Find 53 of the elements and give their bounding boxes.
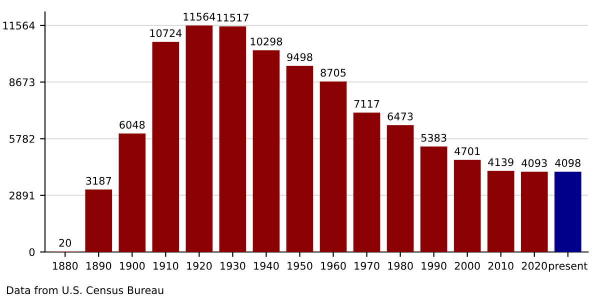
bar [520,172,548,252]
bar [386,125,414,252]
x-tick-label: 1890 [86,262,112,270]
data-label: 6473 [388,112,413,120]
data-label: 7117 [354,100,380,108]
data-label: 9498 [287,53,312,62]
bar [252,50,280,252]
data-label: 10298 [250,38,282,46]
x-tick-label: 2020 [522,262,547,270]
x-tick-label: 1920 [187,262,212,270]
y-tick-label: 5782 [10,134,34,143]
x-tick-label: 2010 [488,262,514,270]
text: Data from U.S. Census Bureau [7,286,164,294]
x-tick-label: 1880 [53,262,78,270]
bar [118,134,146,252]
y-tick-label: 2891 [10,192,34,200]
bar [286,66,314,252]
data-label: 11564 [184,12,216,21]
bar [85,190,112,252]
x-tick-label: 2000 [454,262,480,270]
x-tick-label: 1950 [288,262,312,270]
bar [454,160,481,252]
y-tick-label: 0 [29,248,35,256]
data-label: 4093 [522,159,547,168]
bar [353,112,380,252]
data-label: 5383 [421,134,446,142]
data-label: 3187 [86,176,111,185]
data-label: 10724 [150,29,182,38]
data-label: 4139 [488,158,514,166]
data-label: 4701 [454,147,480,156]
bar [554,172,582,252]
x-tick-label: 1900 [120,262,145,270]
bar [487,170,514,252]
y-tick-label: 11564 [3,22,35,30]
bar [420,146,448,252]
bar [186,25,213,252]
x-tick-label: 1990 [422,262,446,270]
data-label: 20 [59,238,72,247]
data-label: 8705 [320,68,346,77]
data-label: 11517 [217,14,248,22]
x-tick-label: 1940 [254,262,279,270]
x-tick-label: present [549,262,588,272]
bar [152,42,180,252]
data-label: 4098 [555,159,580,167]
data-label: 6048 [120,120,145,129]
bar [320,81,347,252]
x-tick-label: 1930 [220,262,246,270]
bar [219,26,246,252]
y-tick-label: 8673 [9,78,34,86]
x-tick-label: 1960 [321,262,346,270]
x-tick-label: 1980 [388,262,413,270]
x-tick-label: 1970 [354,262,380,270]
x-tick-label: 1910 [154,262,178,270]
